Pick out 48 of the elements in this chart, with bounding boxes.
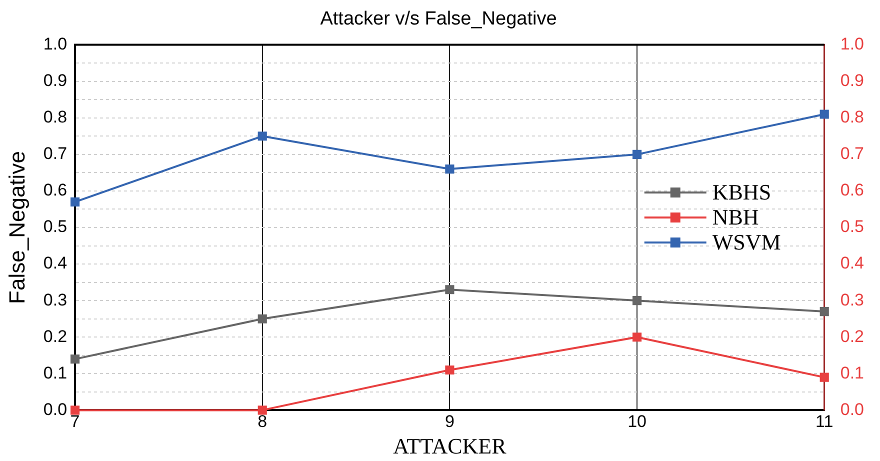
point [70, 197, 80, 206]
y2-tick-label: 0.0 [840, 400, 864, 419]
x-tick-label: 9 [444, 412, 454, 432]
y-tick-label: 0.6 [43, 180, 68, 200]
point [445, 365, 454, 375]
y2-tick-label: 0.9 [840, 71, 864, 90]
x-tick-label: 8 [258, 412, 268, 432]
y-tick-label: 0.4 [43, 254, 68, 273]
point [70, 354, 80, 364]
chart-title: Attacker v/s False_Negative [320, 8, 557, 30]
y-tick-label: 0.7 [43, 144, 68, 164]
point [632, 296, 642, 306]
y-tick-label: 1.0 [43, 34, 68, 54]
point [632, 150, 642, 159]
y2-tick-label: 0.7 [840, 144, 864, 164]
x-tick-label: 10 [628, 412, 646, 432]
y-tick-label: 0.8 [43, 108, 68, 127]
y-tick-label: 0.9 [43, 71, 68, 90]
y-tick-label: 0.1 [43, 363, 68, 382]
y2-tick-label: 1.0 [840, 34, 864, 54]
point [70, 406, 80, 415]
x-axis-title: ATTACKER [393, 434, 507, 459]
y2-tick-label: 0.4 [840, 254, 864, 273]
point [258, 314, 267, 324]
point [632, 332, 642, 342]
y2-tick-label: 0.3 [840, 290, 864, 310]
point [445, 164, 454, 174]
y2-tick-label: 0.5 [840, 217, 864, 236]
y-axis-title: False_Negative [4, 151, 30, 304]
point [258, 132, 267, 141]
y2-tick-label: 0.1 [840, 363, 864, 382]
x-tick-label: 7 [70, 412, 80, 432]
y2-tick-label: 0.8 [840, 108, 864, 127]
point [820, 372, 829, 382]
x-tick-label: 11 [816, 412, 834, 432]
y-tick-label: 0.5 [43, 217, 68, 236]
y-tick-label: 0.2 [43, 326, 68, 346]
legend-label: KBHS [712, 179, 772, 204]
point [445, 285, 454, 294]
point [820, 307, 829, 316]
y2-tick-label: 0.6 [840, 180, 864, 200]
legend-label: NBH [712, 204, 759, 230]
y-tick-label: 0.0 [43, 400, 68, 419]
legend-label: WSVM [712, 229, 781, 254]
y2-tick-label: 0.2 [840, 326, 864, 346]
y-tick-label: 0.3 [43, 290, 68, 310]
point [820, 110, 829, 119]
point [258, 406, 267, 415]
